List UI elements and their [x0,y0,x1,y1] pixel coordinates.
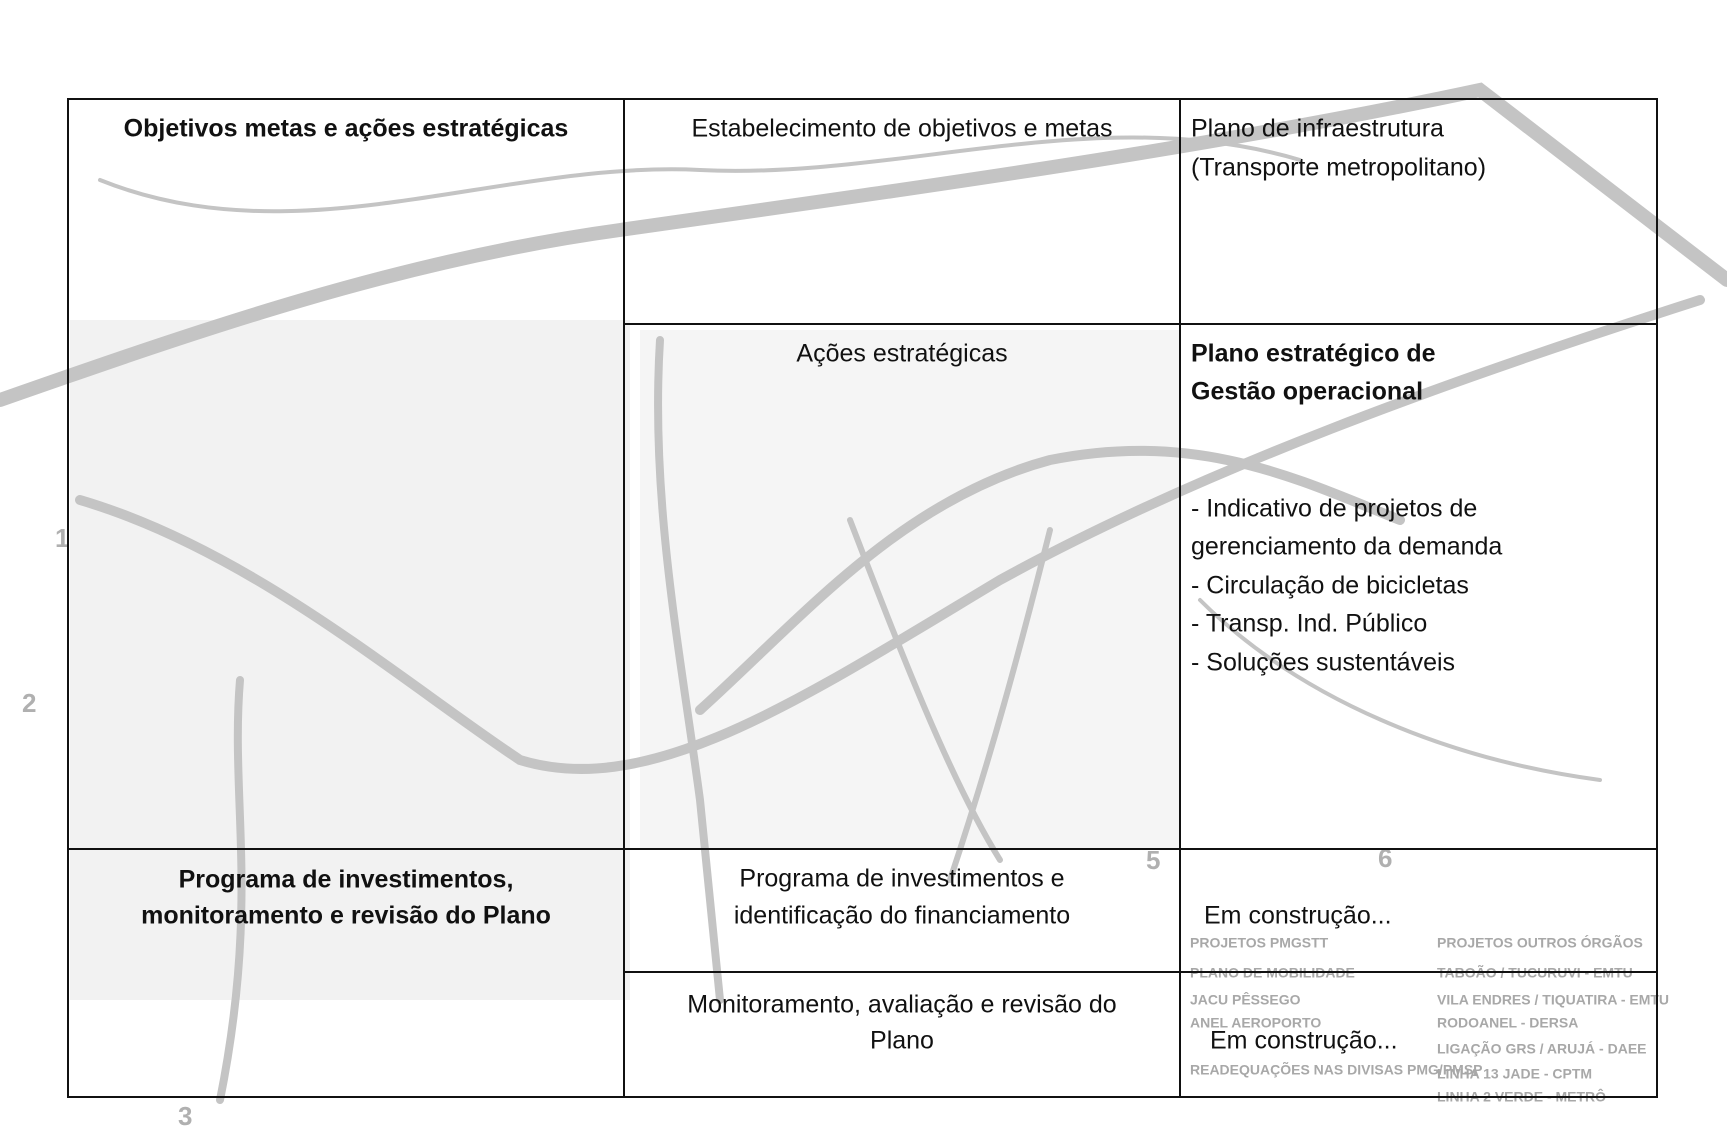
cell-text: - Soluções sustentáveis [1191,649,1455,677]
map-markers: 1 2 3 5 6 [22,523,1392,1131]
cell-text: - Indicativo de projetos de [1191,495,1477,523]
cell-text: - Circulação de bicicletas [1191,572,1469,600]
legend-title: PROJETOS PMGSTT [1190,935,1329,951]
legend-item: JACU PÊSSEGO [1190,991,1301,1008]
cell-title: Plano estratégico de [1191,340,1436,368]
map-marker: 1 [55,523,69,553]
map-marker: 2 [22,688,36,718]
map-marker: 5 [1146,845,1160,875]
cell-text: (Transporte metropolitano) [1191,154,1486,182]
map-marker: 3 [178,1101,192,1131]
legend-item: ANEL AEROPORTO [1190,1015,1321,1031]
legend-item: VILA ENDRES / TIQUATIRA - EMTU [1437,992,1669,1008]
cell-text: Em construção... [1204,902,1392,930]
cell-text: monitoramento e revisão do Plano [141,902,551,930]
cell-text: Em construção... [1210,1027,1398,1055]
cell-text: Programa de investimentos, [179,866,514,894]
map-background [0,82,1727,1104]
cell-text: Objetivos metas e ações estratégicas [124,115,569,143]
legend-title: PROJETOS OUTROS ÓRGÃOS [1437,934,1643,951]
legend-item: LINHA 13 JADE - CPTM [1437,1066,1592,1082]
cell-text: Estabelecimento de objetivos e metas [691,115,1112,143]
legend-item: RODOANEL - DERSA [1437,1015,1578,1031]
cell-text: Programa de investimentos e [739,865,1064,893]
cell-text: - Transp. Ind. Público [1191,610,1427,638]
cell-text: identificação do financiamento [734,902,1070,930]
cell-text: Plano de infraestrutura [1191,115,1444,143]
legend-item: READEQUAÇÕES NAS DIVISAS PMG/PMSP [1190,1061,1483,1078]
cell-text: Monitoramento, avaliação e revisão do [687,991,1116,1019]
map-marker: 6 [1378,843,1392,873]
map-legend: PROJETOS PMGSTT PLANO DE MOBILIDADE JACU… [1190,934,1669,1105]
cell-text: gerenciamento da demanda [1191,533,1502,561]
cell-title: Gestão operacional [1191,378,1423,406]
legend-item: LIGAÇÃO GRS / ARUJÁ - DAEE [1437,1040,1647,1057]
cell-text: Ações estratégicas [796,340,1007,368]
cell-text: Plano [870,1027,934,1055]
table-grid [67,98,1658,1098]
table-text: Objetivos metas e ações estratégicas Est… [124,115,1503,1055]
